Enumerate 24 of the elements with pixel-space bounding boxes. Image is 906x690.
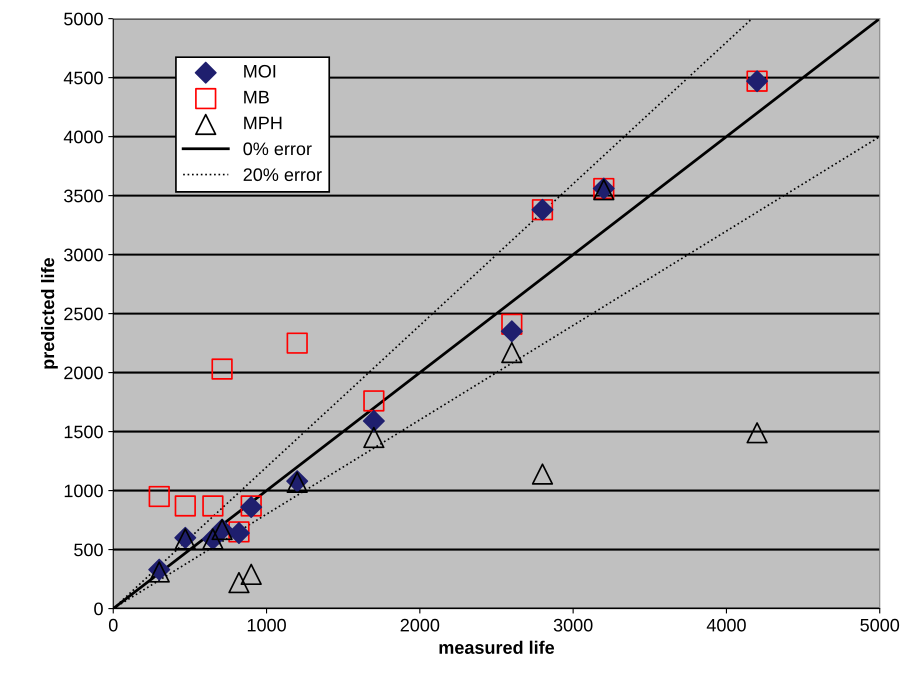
x-tick-label: 0 — [108, 618, 118, 632]
legend-label: MPH — [244, 116, 282, 130]
legend-label: MB — [244, 90, 269, 104]
legend-label: 0% error — [243, 142, 312, 156]
y-axis-title: predicted life — [40, 258, 58, 369]
legend-label: MOI — [244, 64, 276, 78]
x-tick-label: 4000 — [706, 618, 746, 632]
x-tick-label: 1000 — [248, 618, 286, 632]
x-tick-label: 3000 — [554, 618, 593, 632]
legend-label: 20% error — [244, 168, 322, 182]
y-tick-label: 5000 — [64, 12, 103, 26]
y-tick-label: 0 — [94, 602, 103, 616]
x-axis-title: measured life — [439, 640, 554, 654]
y-tick-label: 500 — [74, 544, 103, 556]
y-tick-label: 1000 — [64, 484, 103, 498]
y-tick-label: 3500 — [64, 190, 103, 202]
x-tick-label: 2000 — [400, 618, 440, 632]
y-tick-label: 1500 — [64, 426, 103, 438]
x-tick-label: 5000 — [860, 618, 900, 632]
y-tick-label: 3000 — [64, 248, 103, 262]
y-tick-label: 2500 — [64, 308, 103, 320]
y-tick-label: 4000 — [64, 130, 103, 144]
y-tick-label: 4500 — [64, 72, 103, 84]
y-tick-label: 2000 — [64, 366, 103, 380]
